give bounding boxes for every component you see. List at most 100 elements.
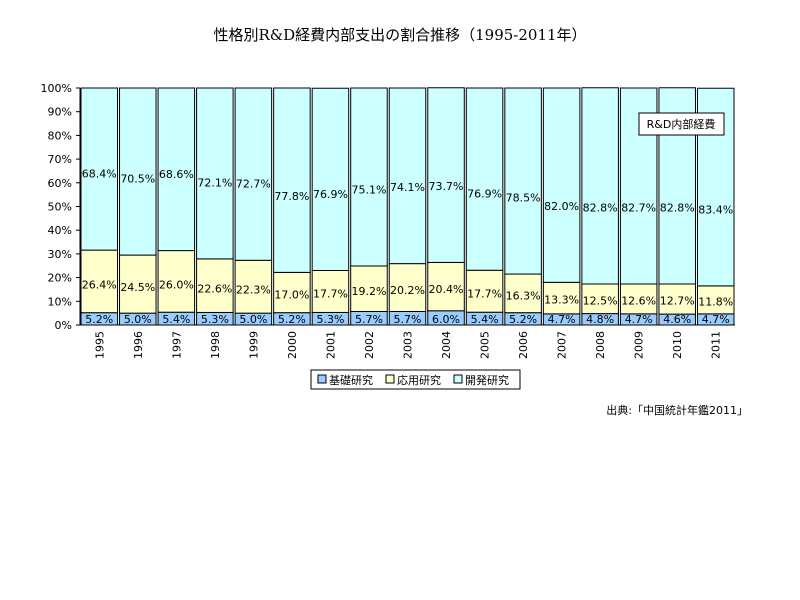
x-tick-label: 2002 (363, 331, 376, 359)
bar-segment-1 (696, 285, 735, 315)
bar-segment-1 (619, 283, 658, 315)
x-tick-label: 2006 (517, 331, 530, 359)
x-tick-label: 1995 (93, 331, 106, 359)
segment-label: 70.5% (120, 173, 155, 186)
annotation: R&D内部経費 (638, 112, 725, 136)
bar-segment-2 (311, 87, 350, 271)
segment-label: 76.9% (313, 188, 348, 201)
x-tick-label: 2011 (710, 331, 723, 359)
segment-label: 5.2% (509, 313, 537, 326)
bar-segment-1 (465, 269, 504, 313)
segment-label: 17.0% (274, 289, 309, 302)
segment-label: 73.7% (429, 180, 464, 193)
segment-label: 13.3% (544, 294, 579, 307)
bar-segment-1 (196, 258, 234, 313)
x-axis: 1995 1996 1997 1998 1999 2000 2001 2002 2003 2004… (80, 324, 735, 359)
segment-label: 11.8% (698, 295, 733, 308)
segment-label: 72.7% (236, 178, 271, 191)
bar-segment-2 (157, 87, 196, 252)
y-tick-label: 20% (48, 272, 72, 285)
segment-label: 22.6% (197, 282, 232, 295)
bar-segment-2 (234, 87, 273, 261)
segment-label: 76.9% (467, 188, 502, 201)
segment-label: 4.8% (586, 313, 614, 326)
segment-label: 26.4% (82, 279, 117, 292)
segment-label: 12.6% (621, 294, 656, 307)
x-tick-label: 2004 (440, 331, 453, 359)
x-tick-label: 1998 (209, 331, 222, 359)
bar-segment-1 (311, 269, 350, 313)
bar-segment-1 (273, 271, 311, 314)
bar-segment-2 (80, 87, 119, 251)
segment-label: 20.2% (390, 284, 425, 297)
y-tick-label: 50% (48, 201, 72, 214)
x-tick-label: 1997 (170, 331, 183, 359)
x-tick-label: 2007 (556, 331, 569, 359)
bar-segment-1 (350, 265, 388, 312)
segment-label: 82.7% (621, 201, 656, 214)
segment-labels: 5.2% 26.4% 68.4% 5.0% 24.5% 70.5% 5.4% 26.0% 68.… (82, 168, 733, 326)
bars (80, 87, 735, 326)
bar-segment-1 (427, 261, 465, 312)
x-tick-label: 2009 (633, 331, 646, 359)
segment-label: 68.4% (82, 168, 117, 181)
bar-segment-2 (504, 87, 542, 275)
segment-label: 5.2% (278, 313, 306, 326)
bar-segment-2 (388, 87, 427, 265)
bar-segment-1 (119, 254, 157, 314)
y-tick-label: 30% (48, 248, 72, 261)
x-tick-label: 1999 (247, 331, 260, 359)
segment-label: 17.7% (313, 288, 348, 301)
segment-label: 5.3% (201, 313, 229, 326)
segment-label: 68.6% (159, 168, 194, 181)
segment-label: 82.0% (544, 200, 579, 213)
legend-box (310, 369, 521, 390)
bar-segment-2 (427, 87, 465, 263)
y-tick-label: 80% (48, 129, 72, 142)
segment-label: 17.7% (467, 287, 502, 300)
segment-label: 5.0% (124, 313, 152, 326)
bar-segment-2 (196, 87, 234, 260)
bar-segment-1 (388, 263, 427, 312)
legend-label: 応用研究 (397, 373, 441, 387)
bar-segment-1 (80, 249, 119, 314)
segment-label: 6.0% (432, 313, 460, 326)
segment-label: 5.7% (394, 313, 422, 326)
segment-label: 77.8% (274, 190, 309, 203)
annotation-text: R&D内部経費 (647, 117, 716, 131)
segment-label: 16.3% (506, 289, 541, 302)
segment-label: 5.0% (239, 313, 267, 326)
source-note: 出典:「中国統計年鑑2011」 (606, 404, 748, 417)
bar-segment-1 (157, 250, 196, 313)
y-tick-label: 60% (48, 177, 72, 190)
segment-label: 12.7% (660, 295, 695, 308)
segment-label: 24.5% (120, 281, 155, 294)
bar-segment-2 (581, 87, 619, 285)
bar-segment-1 (581, 283, 619, 315)
segment-label: 4.7% (702, 313, 730, 326)
bar-segment-2 (542, 87, 581, 283)
x-tick-label: 2010 (671, 331, 684, 359)
y-tick-label: 40% (48, 224, 72, 237)
legend-label: 開発研究 (465, 373, 509, 387)
x-tick-label: 2008 (594, 331, 607, 359)
legend-swatch (317, 374, 327, 384)
bar-segment-2 (465, 87, 504, 271)
x-tick-label: 1996 (132, 331, 145, 359)
bar-segment-1 (234, 259, 273, 314)
legend-label: 基礎研究 (329, 373, 373, 387)
segment-label: 72.1% (197, 176, 232, 189)
legend-swatch (385, 374, 395, 384)
segment-label: 82.8% (583, 201, 618, 214)
y-tick-label: 0% (55, 319, 72, 332)
segment-label: 75.1% (351, 183, 386, 196)
segment-label: 5.7% (355, 313, 383, 326)
x-tick-label: 2005 (479, 331, 492, 359)
x-tick-label: 2001 (324, 331, 337, 359)
bar-segment-2 (119, 87, 157, 256)
segment-label: 5.4% (471, 313, 499, 326)
segment-label: 12.5% (583, 294, 618, 307)
legend-swatch (453, 374, 463, 384)
segment-label: 5.2% (85, 313, 113, 326)
